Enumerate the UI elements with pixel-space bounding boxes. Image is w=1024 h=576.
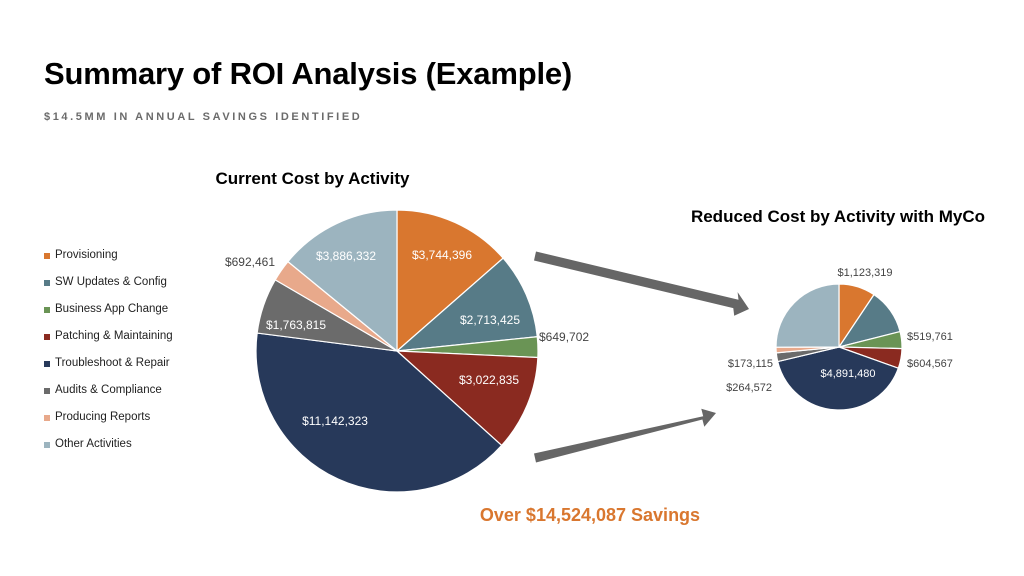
legend-swatch <box>44 280 50 286</box>
savings-arrows <box>534 251 749 463</box>
slide-title: Summary of ROI Analysis (Example) <box>44 56 573 91</box>
legend-label: SW Updates & Config <box>55 276 167 288</box>
reduced-cost-pie: $1,123,319 $519,761 $604,567 $4,891,480 $264… <box>726 267 953 411</box>
legend-label: Patching & Maintaining <box>55 330 173 342</box>
reduced-pie-data-label-3: $519,761 <box>907 331 953 343</box>
current-pie-data-label-5: $11,142,323 <box>302 414 368 428</box>
savings-callout: Over $14,524,087 Savings <box>479 505 701 525</box>
current-pie-data-label-6: $1,763,815 <box>266 318 326 332</box>
legend-item-patching: Patching & Maintaining <box>44 330 173 357</box>
reduced-pie-data-label-6: $264,572 <box>726 382 772 394</box>
legend-label: Audits & Compliance <box>55 384 162 396</box>
current-cost-chart-title: Current Cost by Activity <box>215 169 410 188</box>
legend-item-other: Other Activities <box>44 438 173 465</box>
legend-swatch <box>44 361 50 367</box>
current-pie-slice-8 <box>287 209 398 353</box>
reduced-pie-data-label-1: $1,123,319 <box>837 267 892 279</box>
reduced-pie-slice-8 <box>775 283 840 348</box>
legend-swatch <box>44 307 50 313</box>
legend-item-business-app: Business App Change <box>44 303 173 330</box>
current-pie-slice-4 <box>395 350 539 447</box>
legend-label: Provisioning <box>55 249 118 261</box>
legend-item-provisioning: Provisioning <box>44 249 173 276</box>
legend-label: Producing Reports <box>55 411 151 423</box>
arrow-lower-icon <box>534 408 716 463</box>
legend-label: Other Activities <box>55 438 132 450</box>
current-pie-data-label-3: $649,702 <box>539 330 589 344</box>
current-pie-data-label-8: $3,886,332 <box>316 249 376 263</box>
current-pie-slice-5 <box>255 332 503 493</box>
reduced-pie-data-label-4: $604,567 <box>907 358 953 370</box>
arrow-upper-icon <box>534 251 749 316</box>
legend-swatch <box>44 415 50 421</box>
legend-swatch <box>44 388 50 394</box>
current-pie-slice-2 <box>395 257 538 352</box>
current-pie-data-label-7: $692,461 <box>225 255 275 269</box>
current-cost-pie: $3,744,396 $2,713,425 $649,702 $3,022,835 $1… <box>225 209 589 493</box>
legend-item-troubleshoot: Troubleshoot & Repair <box>44 357 173 384</box>
slide-subtitle: $14.5MM IN ANNUAL SAVINGS IDENTIFIED <box>44 111 363 123</box>
legend-swatch <box>44 253 50 259</box>
legend-swatch <box>44 442 50 448</box>
legend-swatch <box>44 334 50 340</box>
legend-item-sw-updates: SW Updates & Config <box>44 276 173 303</box>
legend-item-audits: Audits & Compliance <box>44 384 173 411</box>
current-pie-data-label-2: $2,713,425 <box>460 313 520 327</box>
legend-label: Business App Change <box>55 303 169 315</box>
chart-legend: Provisioning SW Updates & Config Busines… <box>44 249 173 465</box>
legend-item-reports: Producing Reports <box>44 411 173 438</box>
current-pie-data-label-1: $3,744,396 <box>412 248 472 262</box>
legend-label: Troubleshoot & Repair <box>55 357 170 369</box>
reduced-cost-chart-title: Reduced Cost by Activity with MyCo <box>690 207 986 226</box>
current-pie-slice-1 <box>396 209 504 353</box>
reduced-pie-slice-5 <box>776 346 900 411</box>
reduced-pie-data-label-7: $173,115 <box>728 358 773 370</box>
current-pie-data-label-4: $3,022,835 <box>459 373 519 387</box>
reduced-pie-data-label-5: $4,891,480 <box>820 368 875 380</box>
